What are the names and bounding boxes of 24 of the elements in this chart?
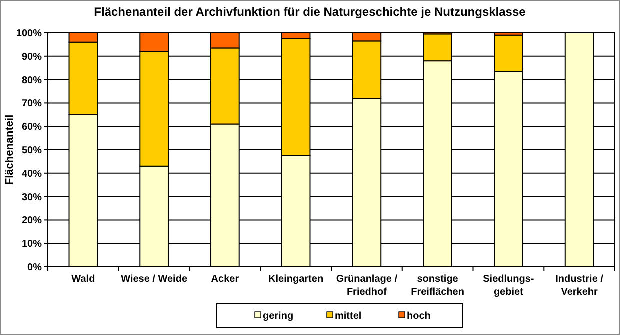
- legend-label: hoch: [407, 311, 431, 322]
- y-tick-label: 90%: [22, 52, 42, 63]
- y-tick-label: 20%: [22, 216, 42, 227]
- legend-label: gering: [263, 311, 294, 322]
- y-tick-label: 70%: [22, 98, 42, 110]
- x-tick-label: Acker: [211, 274, 240, 285]
- legend-label: mittel: [335, 311, 362, 322]
- x-tick-label: Wiese / Weide: [121, 274, 188, 285]
- x-tick-label: Industrie / Verkehr: [556, 274, 604, 298]
- y-tick-label: 50%: [22, 146, 42, 156]
- y-tick-label: 0%: [28, 262, 42, 274]
- y-tick-label: 100%: [16, 28, 42, 40]
- x-tick-label: sonstige Freiflächen: [411, 274, 464, 298]
- y-tick-label: 40%: [22, 168, 42, 180]
- x-tick-label: Kleingarten: [268, 274, 324, 285]
- x-tick-label: Siedlungs- gebiet: [483, 274, 534, 298]
- x-tick-label: Grünanlage / Friedhof: [336, 274, 398, 298]
- y-axis-title: Flächenanteil: [4, 114, 16, 186]
- y-tick-label: 60%: [22, 122, 42, 134]
- chart-title: Flächenanteil der Archivfunktion für die Naturgeschichte je Nutzungsklasse: [94, 5, 526, 19]
- y-tick-label: 80%: [22, 75, 42, 86]
- x-tick-label: Wald: [72, 274, 96, 285]
- y-tick-label: 10%: [22, 239, 42, 250]
- y-tick-label: 30%: [22, 192, 42, 204]
